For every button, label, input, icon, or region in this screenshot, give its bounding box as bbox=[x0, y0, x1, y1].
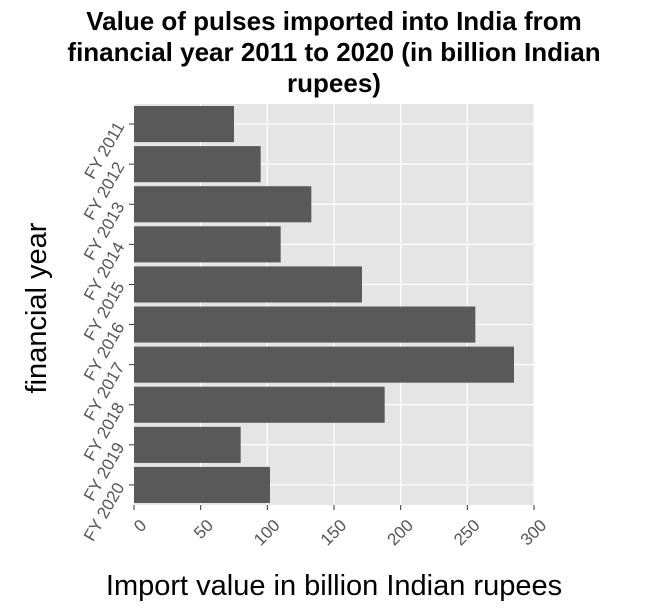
bar bbox=[134, 146, 261, 183]
bar bbox=[134, 106, 234, 143]
chart-title-line-1: Value of pulses imported into India from bbox=[86, 6, 582, 36]
x-tick-label: 300 bbox=[517, 516, 550, 549]
bar bbox=[134, 186, 312, 223]
x-axis: 0 50 100 150 200 250 300 bbox=[130, 505, 550, 549]
bar bbox=[134, 346, 514, 383]
bar bbox=[134, 226, 281, 263]
x-tick-label: 50 bbox=[190, 516, 217, 543]
bar bbox=[134, 306, 476, 343]
bar bbox=[134, 426, 241, 463]
x-tick-label: 150 bbox=[317, 516, 350, 549]
chart-title-line-2: financial year 2011 to 2020 (in billion … bbox=[67, 37, 600, 67]
chart-title-line-3: rupees) bbox=[287, 68, 381, 98]
x-tick-label: 200 bbox=[383, 516, 416, 549]
y-axis-label: financial year bbox=[21, 222, 53, 393]
x-tick-label: 0 bbox=[130, 516, 150, 536]
x-tick-label: 250 bbox=[450, 516, 483, 549]
x-tick-label: 100 bbox=[250, 516, 283, 549]
bars bbox=[134, 106, 514, 503]
bar bbox=[134, 386, 385, 423]
chart-title: Value of pulses imported into India from… bbox=[67, 6, 600, 98]
x-axis-label: Import value in billion Indian rupees bbox=[106, 570, 562, 602]
bar bbox=[134, 466, 270, 503]
bar bbox=[134, 266, 362, 303]
